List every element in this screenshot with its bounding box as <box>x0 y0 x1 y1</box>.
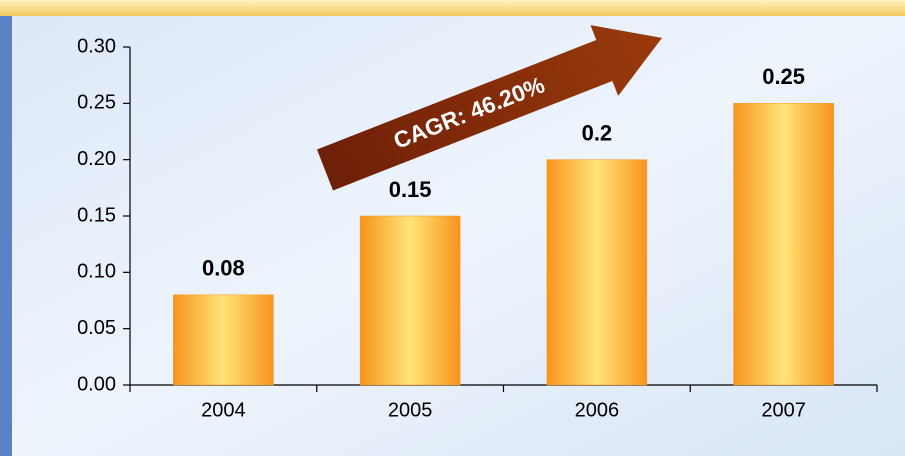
bar <box>733 103 834 386</box>
data-label: 0.2 <box>582 120 613 145</box>
y-tick-label: 0.20 <box>77 148 116 170</box>
y-tick-label: 0.10 <box>77 261 116 283</box>
x-tick-label: 2006 <box>575 399 620 421</box>
left-border <box>0 16 12 456</box>
arrow-shape <box>316 25 663 191</box>
y-tick-label: 0.15 <box>77 204 116 226</box>
y-tick-label: 0.25 <box>77 92 116 114</box>
data-label: 0.15 <box>389 177 432 202</box>
bar <box>173 294 274 386</box>
top-bar <box>0 0 905 16</box>
y-tick-label: 0.00 <box>77 373 116 395</box>
data-label: 0.08 <box>202 256 245 281</box>
y-tick-label: 0.05 <box>77 317 116 339</box>
x-tick-label: 2005 <box>388 399 433 421</box>
bar <box>546 159 648 386</box>
x-tick-label: 2004 <box>201 399 246 421</box>
bar <box>359 215 461 386</box>
data-label: 0.25 <box>762 64 805 89</box>
y-tick-label: 0.30 <box>77 35 116 57</box>
x-tick-label: 2007 <box>761 399 806 421</box>
